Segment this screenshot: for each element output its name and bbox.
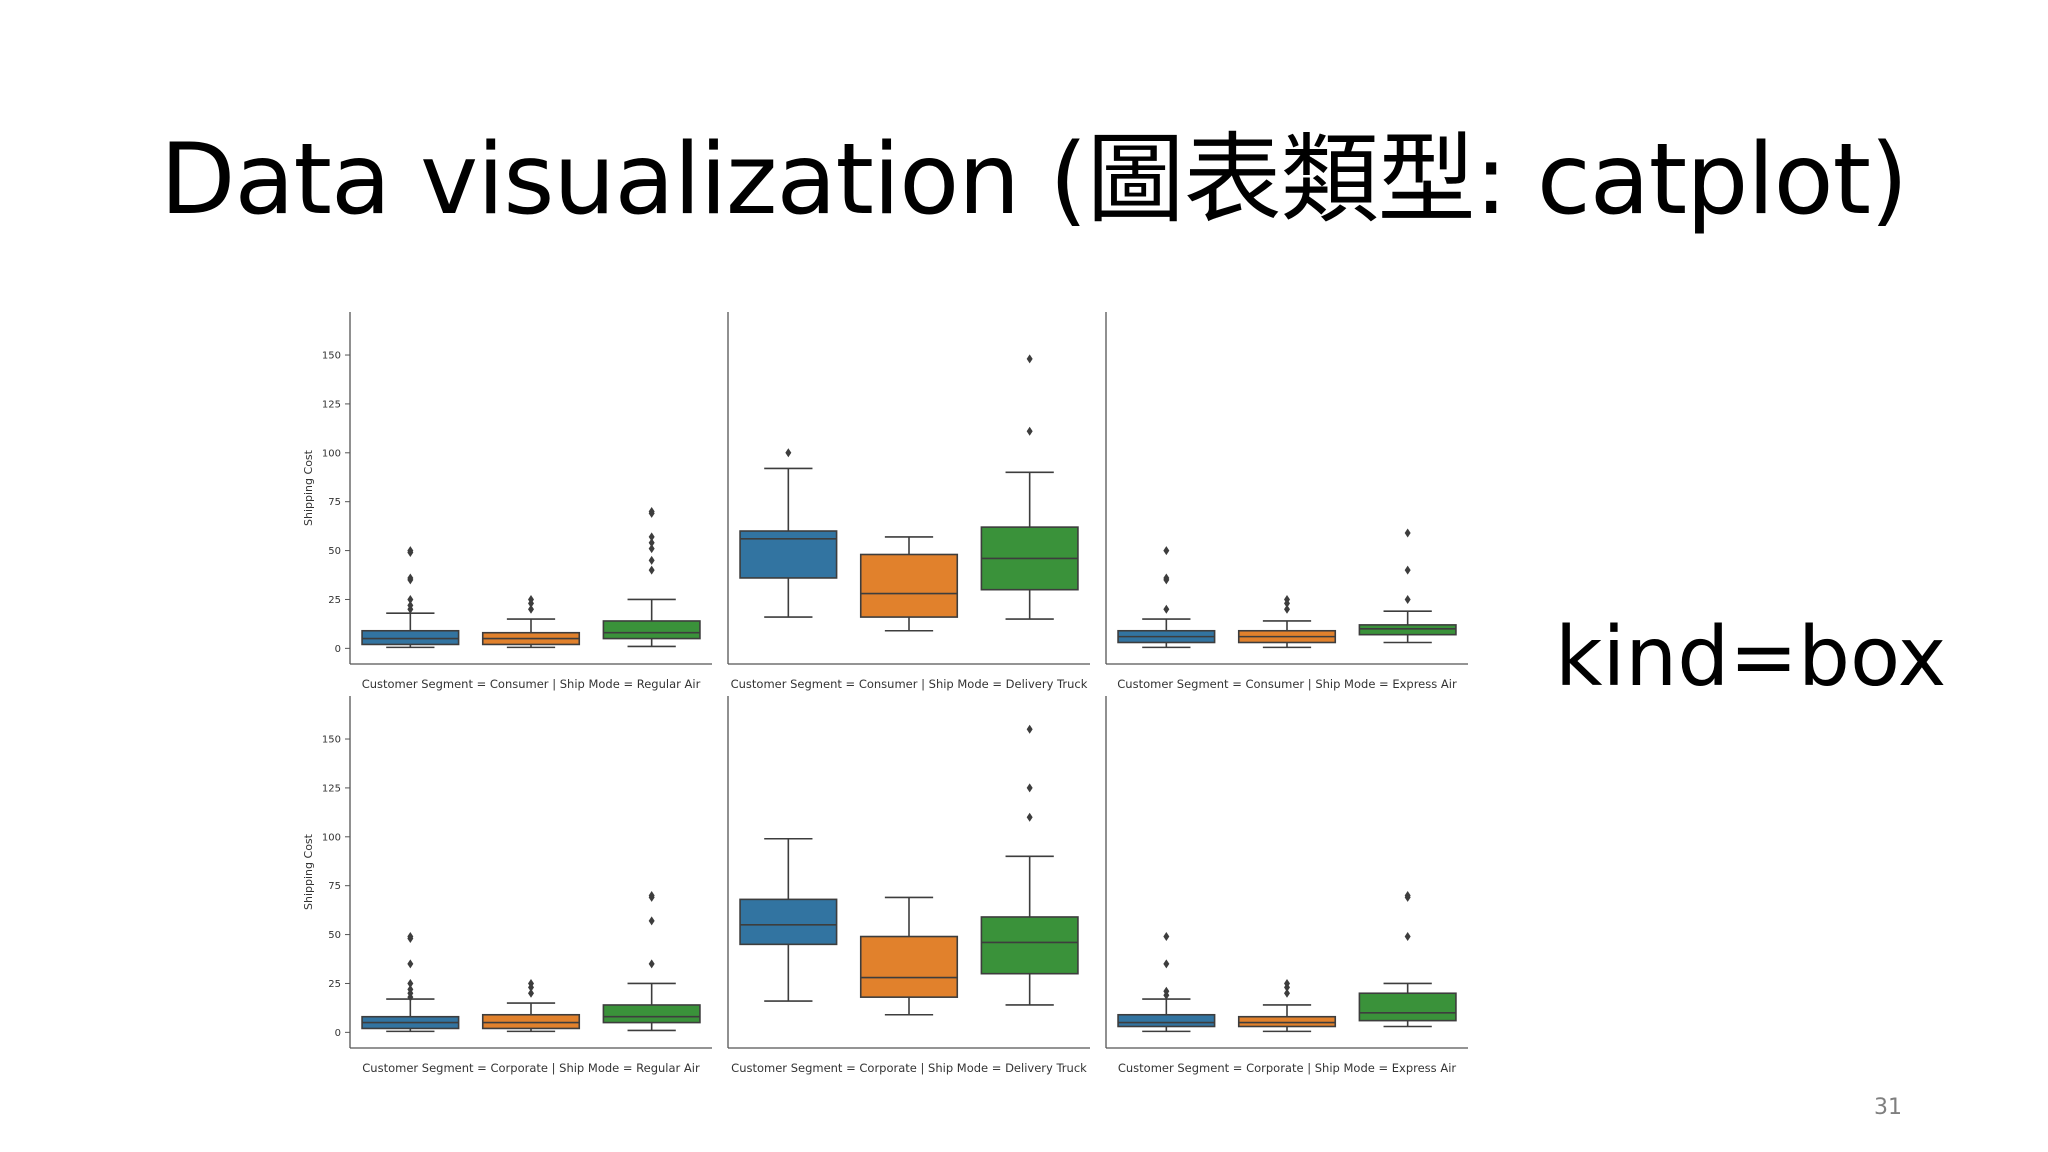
y-tick-label: 125 [322,399,341,410]
y-tick-label: 100 [322,832,341,843]
box [361,629,460,646]
y-tick-label: 150 [322,351,341,362]
outlier-point [1026,724,1033,734]
outlier-point [1163,932,1170,942]
outlier-point [1284,604,1290,614]
facet-title: Customer Segment = Corporate | Ship Mode… [731,1061,1087,1075]
outlier-point [648,959,655,969]
slide-title: Data visualization (圖表類型: catplot) [160,123,1908,237]
outlier-point [1404,528,1411,538]
box [980,916,1079,975]
y-axis-label: Shipping Cost [302,449,315,526]
outlier-point [528,604,534,614]
outlier-point [1404,890,1411,900]
box [859,553,959,618]
facet-title: Customer Segment = Consumer | Ship Mode … [1117,677,1457,691]
box [481,1013,581,1030]
outlier-point [648,565,655,575]
outlier-point [1163,573,1170,583]
outlier-point [1163,546,1170,556]
outlier-point [648,532,655,542]
box [1117,1013,1216,1028]
outlier-point [1284,978,1290,988]
outlier-point [1026,783,1033,793]
outlier-point [1163,604,1170,614]
outlier-point [407,600,414,610]
y-tick-label: 150 [322,735,341,746]
page-number: 31 [1874,1095,1902,1120]
outlier-point [407,984,414,994]
outlier-point [407,573,414,583]
y-tick-label: 25 [328,595,341,606]
outlier-point [407,978,414,988]
y-tick-label: 75 [328,881,341,892]
box [602,1004,701,1024]
outlier-point [528,594,534,604]
box [1237,1015,1337,1028]
outlier-point [1026,812,1033,822]
outlier-point [407,546,414,556]
outlier-point [1404,565,1411,575]
kind-label: kind=box [1555,610,1947,705]
outlier-point [648,916,655,926]
y-tick-label: 50 [328,546,341,557]
outlier-point [648,544,655,554]
y-tick-label: 125 [322,783,341,794]
outlier-point [528,988,534,998]
y-tick-label: 75 [328,497,341,508]
outlier-point [648,538,655,548]
outlier-point [648,506,655,516]
outlier-point [407,932,414,942]
facet-title: Customer Segment = Corporate | Ship Mode… [1118,1061,1457,1075]
outlier-point [407,959,414,969]
outlier-point [1404,594,1411,604]
outlier-point [1026,354,1033,364]
box [1358,992,1457,1022]
facet-title: Customer Segment = Consumer | Ship Mode … [731,677,1088,691]
outlier-point [648,555,655,565]
outlier-point [785,448,792,458]
outlier-point [528,978,534,988]
box [1358,624,1457,636]
outlier-point [1163,959,1170,969]
box [739,898,838,946]
y-tick-label: 0 [335,644,341,655]
y-tick-label: 25 [328,979,341,990]
box [859,935,959,998]
outlier-point [1284,594,1290,604]
outlier-point [648,890,655,900]
outlier-point [407,594,414,604]
facet-title: Customer Segment = Consumer | Ship Mode … [362,677,701,691]
box [602,620,701,640]
outlier-point [1284,988,1290,998]
y-tick-label: 100 [322,448,341,459]
y-tick-label: 50 [328,930,341,941]
facet-title: Customer Segment = Corporate | Ship Mode… [362,1061,700,1075]
outlier-point [1404,932,1411,942]
outlier-point [1163,986,1170,996]
outlier-point [1026,426,1033,436]
y-axis-label: Shipping Cost [302,833,315,910]
y-tick-label: 0 [335,1028,341,1039]
